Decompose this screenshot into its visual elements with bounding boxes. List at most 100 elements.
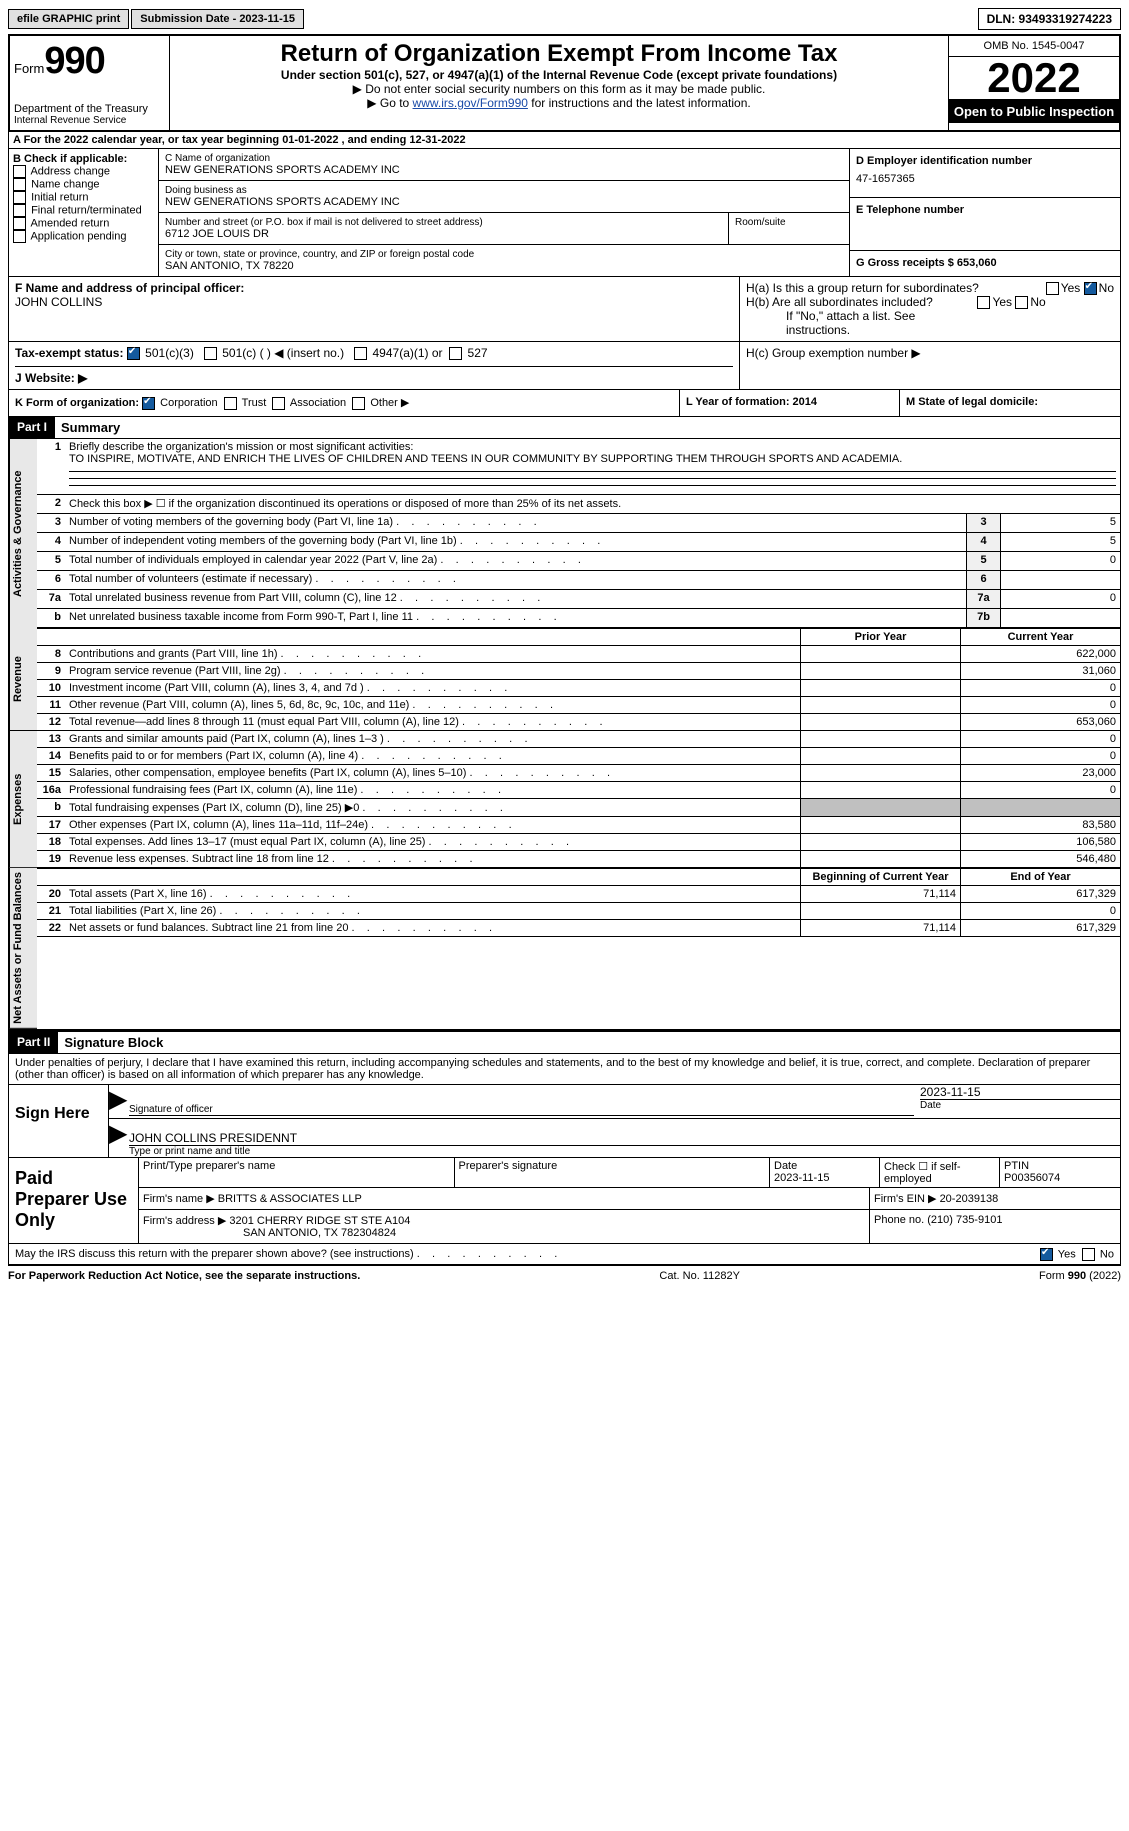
col-b-checklist: B Check if applicable: Address change Na… [9, 149, 159, 276]
gross-receipts: G Gross receipts $ 653,060 [856, 257, 997, 269]
page-footer: For Paperwork Reduction Act Notice, see … [8, 1265, 1121, 1282]
checkbox-address-change[interactable] [13, 165, 26, 178]
cb-527[interactable] [449, 347, 462, 360]
ha-no[interactable] [1084, 282, 1097, 295]
may-irs-discuss: May the IRS discuss this return with the… [8, 1244, 1121, 1265]
line-row: 16aProfessional fundraising fees (Part I… [37, 782, 1120, 799]
part1-table: Activities & Governance 1 Briefly descri… [8, 439, 1121, 1030]
line-row: 22Net assets or fund balances. Subtract … [37, 920, 1120, 937]
vtab-revenue: Revenue [9, 628, 37, 731]
note-goto: ▶ Go to www.irs.gov/Form990 for instruct… [180, 96, 938, 110]
part2-header-row: Part II Signature Block [8, 1030, 1121, 1054]
firm-ein: 20-2039138 [940, 1193, 999, 1205]
open-to-public: Open to Public Inspection [949, 100, 1119, 123]
website-label: J Website: ▶ [15, 371, 87, 385]
ein-value: 47-1657365 [856, 167, 1114, 191]
paid-preparer-label: Paid Preparer Use Only [9, 1158, 139, 1243]
col-d-ein: D Employer identification number 47-1657… [850, 149, 1120, 276]
line-row: 4Number of independent voting members of… [37, 533, 1120, 552]
form-subtitle: Under section 501(c), 527, or 4947(a)(1)… [180, 68, 938, 82]
sign-here-label: Sign Here [9, 1085, 109, 1157]
part2-label: Part II [9, 1032, 58, 1053]
efile-print-button[interactable]: efile GRAPHIC print [8, 9, 129, 29]
checkbox-pending[interactable] [13, 230, 26, 243]
discuss-no[interactable] [1082, 1248, 1095, 1261]
firm-phone: (210) 735-9101 [927, 1214, 1002, 1226]
checkbox-initial-return[interactable] [13, 191, 26, 204]
cb-501c3[interactable] [127, 347, 140, 360]
checkbox-name-change[interactable] [13, 178, 26, 191]
cb-corporation[interactable] [142, 397, 155, 410]
section-bcd: B Check if applicable: Address change Na… [8, 149, 1121, 277]
line-row: 19Revenue less expenses. Subtract line 1… [37, 851, 1120, 868]
line-row: 8Contributions and grants (Part VIII, li… [37, 646, 1120, 663]
form-header: Form990 Department of the Treasury Inter… [8, 34, 1121, 132]
cb-4947[interactable] [354, 347, 367, 360]
section-tax-exempt: Tax-exempt status: 501(c)(3) 501(c) ( ) … [8, 342, 1121, 390]
year-formation: L Year of formation: 2014 [686, 396, 817, 408]
cb-other[interactable] [352, 397, 365, 410]
principal-officer: JOHN COLLINS [15, 295, 733, 309]
org-name: NEW GENERATIONS SPORTS ACADEMY INC [165, 164, 843, 176]
vtab-expenses: Expenses [9, 731, 37, 868]
sign-here-block: Sign Here ▶ Signature of officer 2023-11… [8, 1085, 1121, 1158]
paid-preparer-block: Paid Preparer Use Only Print/Type prepar… [8, 1158, 1121, 1244]
ptin-value: P00356074 [1004, 1172, 1060, 1184]
checkbox-final-return[interactable] [13, 204, 26, 217]
end-year-header: End of Year [960, 869, 1120, 885]
line-row: 11Other revenue (Part VIII, column (A), … [37, 697, 1120, 714]
line-row: 18Total expenses. Add lines 13–17 (must … [37, 834, 1120, 851]
header-center: Return of Organization Exempt From Incom… [170, 36, 949, 130]
officer-name: JOHN COLLINS PRESIDENNT [129, 1131, 1120, 1146]
cb-association[interactable] [272, 397, 285, 410]
topbar: efile GRAPHIC print Submission Date - 20… [8, 8, 1121, 30]
current-year-header: Current Year [960, 629, 1120, 645]
line-row: 10Investment income (Part VIII, column (… [37, 680, 1120, 697]
line-row: 7aTotal unrelated business revenue from … [37, 590, 1120, 609]
cb-trust[interactable] [224, 397, 237, 410]
form-label: Form [14, 61, 44, 76]
header-right: OMB No. 1545-0047 2022 Open to Public In… [949, 36, 1119, 130]
vtab-governance: Activities & Governance [9, 439, 37, 628]
part1-label: Part I [9, 417, 55, 438]
hb-yes[interactable] [977, 296, 990, 309]
line-row: 20Total assets (Part X, line 16)71,11461… [37, 886, 1120, 903]
line-row: 9Program service revenue (Part VIII, lin… [37, 663, 1120, 680]
line-row: 3Number of voting members of the governi… [37, 514, 1120, 533]
cb-501c[interactable] [204, 347, 217, 360]
col-c-org-info: C Name of organization NEW GENERATIONS S… [159, 149, 850, 276]
form-title: Return of Organization Exempt From Incom… [180, 40, 938, 68]
part1-header-row: Part I Summary [8, 417, 1121, 439]
row-a-tax-year: A For the 2022 calendar year, or tax yea… [8, 132, 1121, 149]
room-suite-label: Room/suite [729, 213, 849, 244]
state-domicile: M State of legal domicile: [906, 396, 1038, 408]
irs-label: Internal Revenue Service [14, 115, 165, 126]
line-row: 12Total revenue—add lines 8 through 11 (… [37, 714, 1120, 731]
irs-link[interactable]: www.irs.gov/Form990 [413, 96, 528, 110]
line-row: 21Total liabilities (Part X, line 26)0 [37, 903, 1120, 920]
section-klm: K Form of organization: Corporation Trus… [8, 390, 1121, 417]
street-address: 6712 JOE LOUIS DR [165, 228, 722, 240]
tax-year: 2022 [949, 57, 1119, 100]
header-left: Form990 Department of the Treasury Inter… [10, 36, 170, 130]
hb-no[interactable] [1015, 296, 1028, 309]
line-row: 14Benefits paid to or for members (Part … [37, 748, 1120, 765]
firm-address-2: SAN ANTONIO, TX 782304824 [143, 1227, 396, 1239]
checkbox-amended[interactable] [13, 217, 26, 230]
firm-name: BRITTS & ASSOCIATES LLP [218, 1193, 362, 1205]
perjury-statement: Under penalties of perjury, I declare th… [8, 1054, 1121, 1085]
part2-title: Signature Block [58, 1032, 169, 1053]
line-row: 15Salaries, other compensation, employee… [37, 765, 1120, 782]
line-row: 17Other expenses (Part IX, column (A), l… [37, 817, 1120, 834]
line-row: 6Total number of volunteers (estimate if… [37, 571, 1120, 590]
dba-name: NEW GENERATIONS SPORTS ACADEMY INC [165, 196, 843, 208]
form-footer-right: Form 990 (2022) [1039, 1270, 1121, 1282]
form-number: 990 [44, 40, 104, 82]
ha-yes[interactable] [1046, 282, 1059, 295]
line-row: bNet unrelated business taxable income f… [37, 609, 1120, 628]
submission-date-button[interactable]: Submission Date - 2023-11-15 [131, 9, 304, 29]
discuss-yes[interactable] [1040, 1248, 1053, 1261]
dept-label: Department of the Treasury [14, 103, 165, 115]
line-row: 5Total number of individuals employed in… [37, 552, 1120, 571]
city-state-zip: SAN ANTONIO, TX 78220 [165, 260, 843, 272]
